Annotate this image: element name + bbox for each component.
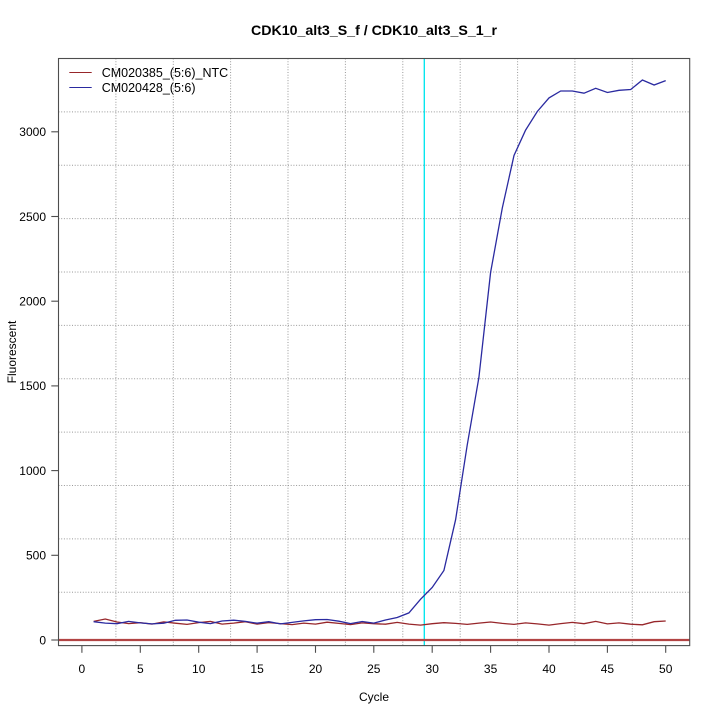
svg-text:500: 500	[26, 549, 46, 563]
svg-text:1500: 1500	[19, 379, 46, 393]
svg-text:Cycle: Cycle	[359, 690, 389, 704]
svg-text:15: 15	[250, 662, 264, 676]
svg-text:1000: 1000	[19, 464, 46, 478]
svg-text:2500: 2500	[19, 210, 46, 224]
svg-text:10: 10	[192, 662, 206, 676]
svg-text:2000: 2000	[19, 295, 46, 309]
svg-text:CM020385_(5:6)_NTC: CM020385_(5:6)_NTC	[102, 66, 228, 80]
svg-text:0: 0	[39, 633, 46, 647]
svg-text:30: 30	[426, 662, 440, 676]
svg-text:Fluorescent: Fluorescent	[5, 320, 19, 383]
svg-text:CM020428_(5:6): CM020428_(5:6)	[102, 81, 196, 95]
svg-text:3000: 3000	[19, 125, 46, 139]
svg-text:45: 45	[601, 662, 615, 676]
svg-text:50: 50	[659, 662, 673, 676]
svg-text:35: 35	[484, 662, 498, 676]
svg-text:20: 20	[309, 662, 323, 676]
svg-text:0: 0	[79, 662, 86, 676]
svg-text:25: 25	[367, 662, 381, 676]
svg-text:5: 5	[137, 662, 144, 676]
svg-text:40: 40	[542, 662, 556, 676]
svg-text:CDK10_alt3_S_f / CDK10_alt3_S_: CDK10_alt3_S_f / CDK10_alt3_S_1_r	[251, 23, 498, 39]
